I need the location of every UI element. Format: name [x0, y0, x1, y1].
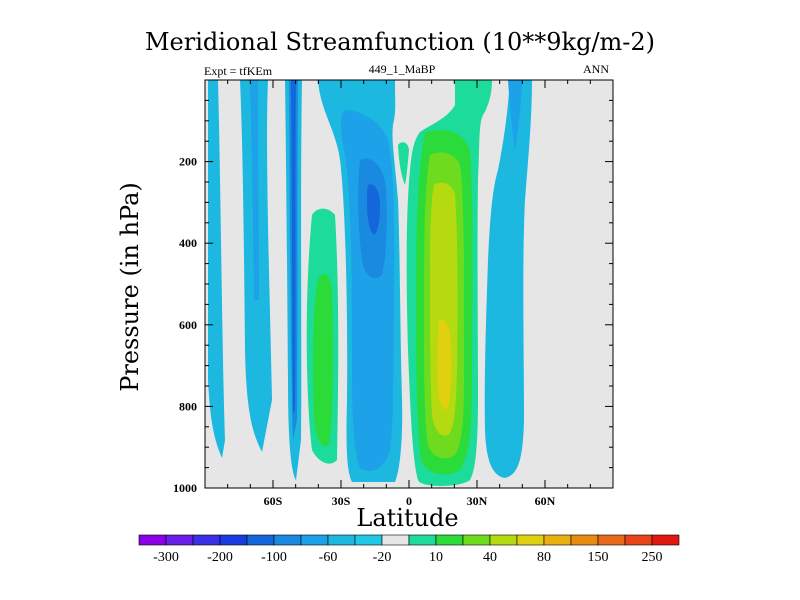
y-tick-label: 200 — [179, 155, 197, 169]
cell-positive-equator-blob — [398, 142, 409, 185]
cell-negative-nh-outer — [484, 80, 532, 478]
cell-positive-nh-l100 — [437, 319, 452, 410]
colorbar-label: -20 — [373, 550, 392, 565]
colorbar-swatch — [192, 534, 221, 546]
colorbar-swatch — [462, 534, 491, 546]
minor-ticks — [205, 80, 613, 488]
x-tick-label: 0 — [406, 494, 412, 508]
cell-negative-nh-inner — [508, 80, 522, 150]
colorbar-swatch — [273, 534, 302, 546]
season-label: ANN — [583, 62, 609, 76]
colorbar-label: 40 — [483, 550, 497, 565]
x-axis-ticks: 60S 30S 0 30N 60N — [264, 80, 556, 508]
colorbar-swatch — [516, 534, 545, 546]
y-axis-ticks: 200 400 600 800 1000 — [173, 155, 613, 495]
colorbar-label: -300 — [153, 550, 179, 565]
colorbar-swatch — [570, 534, 599, 546]
colorbar-swatch — [435, 534, 464, 546]
y-tick-label: 600 — [179, 318, 197, 332]
colorbar-swatch — [651, 534, 680, 546]
x-tick-label: 60N — [535, 494, 556, 508]
colorbar-label: -60 — [319, 550, 338, 565]
colorbar-label: 80 — [537, 550, 551, 565]
x-tick-label: 30S — [332, 494, 351, 508]
cell-negative-sh-core — [367, 184, 380, 235]
colorbar-label: 150 — [588, 550, 609, 565]
colorbar-swatch — [543, 534, 572, 546]
colorbar-swatch — [300, 534, 329, 546]
colorbar-swatch — [489, 534, 518, 546]
chart-title: Meridional Streamfunction (10**9kg/m-2) — [144, 28, 656, 56]
colorbar-label: 10 — [429, 550, 443, 565]
y-tick-label: 1000 — [173, 481, 197, 495]
colorbar-swatch — [327, 534, 356, 546]
colorbar-swatch — [408, 534, 437, 546]
x-axis-label: Latitude — [356, 504, 459, 532]
colorbar-swatch — [624, 534, 653, 546]
colorbar-swatch — [138, 534, 167, 546]
cell-negative-far-south — [208, 80, 225, 458]
colorbar-swatch — [354, 534, 383, 546]
run-label: 449_1_MaBP — [368, 62, 436, 76]
experiment-label: Expt = tfKEm — [204, 64, 273, 78]
colorbar-swatch — [219, 534, 248, 546]
colorbar: -300 -200 -100 -60 -20 10 40 80 150 250 — [138, 534, 680, 565]
colorbar-label: -100 — [261, 550, 287, 565]
colorbar-swatch — [597, 534, 626, 546]
colorbar-swatch — [165, 534, 194, 546]
cell-negative-50s-core — [291, 80, 296, 415]
cell-positive-40s-inner — [313, 274, 333, 447]
cell-negative-65s-inner — [250, 80, 259, 300]
contour-fills — [208, 80, 532, 486]
y-tick-label: 400 — [179, 236, 197, 250]
colorbar-swatch — [246, 534, 275, 546]
colorbar-label: 250 — [642, 550, 663, 565]
colorbar-label: -200 — [207, 550, 233, 565]
y-tick-label: 800 — [179, 399, 197, 413]
colorbar-swatch — [381, 534, 410, 546]
x-tick-label: 30N — [467, 494, 488, 508]
x-tick-label: 60S — [264, 494, 283, 508]
